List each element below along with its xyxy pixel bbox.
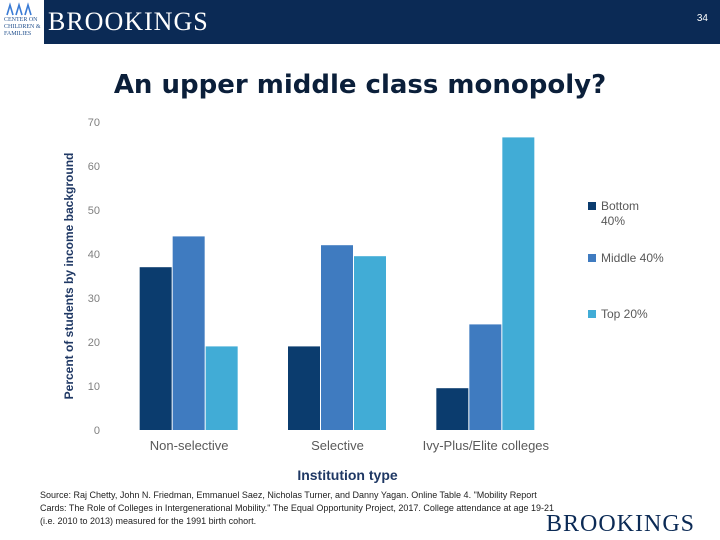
bar bbox=[172, 236, 205, 430]
logo-text: CENTER ON CHILDREN & FAMILIES bbox=[4, 17, 41, 37]
y-tick-label: 50 bbox=[88, 205, 100, 217]
y-tick-label: 40 bbox=[88, 249, 100, 261]
header-bar: CENTER ON CHILDREN & FAMILIES BROOKINGS … bbox=[0, 0, 720, 44]
bar bbox=[288, 346, 320, 430]
bar bbox=[321, 245, 353, 430]
legend-label: Bottom bbox=[601, 199, 639, 213]
bar bbox=[354, 256, 386, 430]
legend-label: Middle 40% bbox=[601, 251, 664, 265]
y-tick-label: 30 bbox=[88, 293, 100, 305]
bar-chart: 0 10 20 30 40 50 60 70 Percent of students by in… bbox=[62, 117, 664, 483]
y-axis-label: Percent of students by income background bbox=[62, 153, 76, 400]
source-note: Source: Raj Chetty, John N. Friedman, Em… bbox=[40, 490, 555, 526]
x-axis-label: Institution type bbox=[297, 467, 398, 483]
slide-title: An upper middle class monopoly? bbox=[113, 70, 607, 100]
center-logo: CENTER ON CHILDREN & FAMILIES bbox=[0, 0, 44, 44]
legend-label: 40% bbox=[601, 214, 625, 228]
legend-swatch bbox=[588, 254, 596, 262]
footer-brand: BROOKINGS bbox=[546, 511, 696, 537]
legend-label: Top 20% bbox=[601, 307, 648, 321]
y-tick-label: 10 bbox=[88, 381, 100, 393]
y-tick-label: 20 bbox=[88, 337, 100, 349]
chart-panel: 0 10 20 30 40 50 60 70 Percent of students by in… bbox=[40, 110, 690, 540]
bar bbox=[502, 137, 535, 430]
brand-name: BROOKINGS bbox=[48, 7, 209, 36]
x-category-label: Selective bbox=[311, 438, 364, 453]
y-tick-label: 0 bbox=[94, 425, 100, 437]
legend-swatch bbox=[588, 310, 596, 318]
bar bbox=[139, 267, 172, 430]
page-number: 34 bbox=[696, 13, 708, 24]
y-tick-label: 60 bbox=[88, 161, 100, 173]
x-category-label: Non-selective bbox=[150, 438, 229, 453]
bar bbox=[205, 346, 238, 430]
bar bbox=[436, 388, 469, 430]
y-tick-label: 70 bbox=[88, 117, 100, 129]
families-logo-icon bbox=[6, 2, 32, 16]
bar bbox=[469, 324, 502, 430]
legend-swatch bbox=[588, 202, 596, 210]
x-category-label: Ivy-Plus/Elite colleges bbox=[423, 438, 550, 453]
